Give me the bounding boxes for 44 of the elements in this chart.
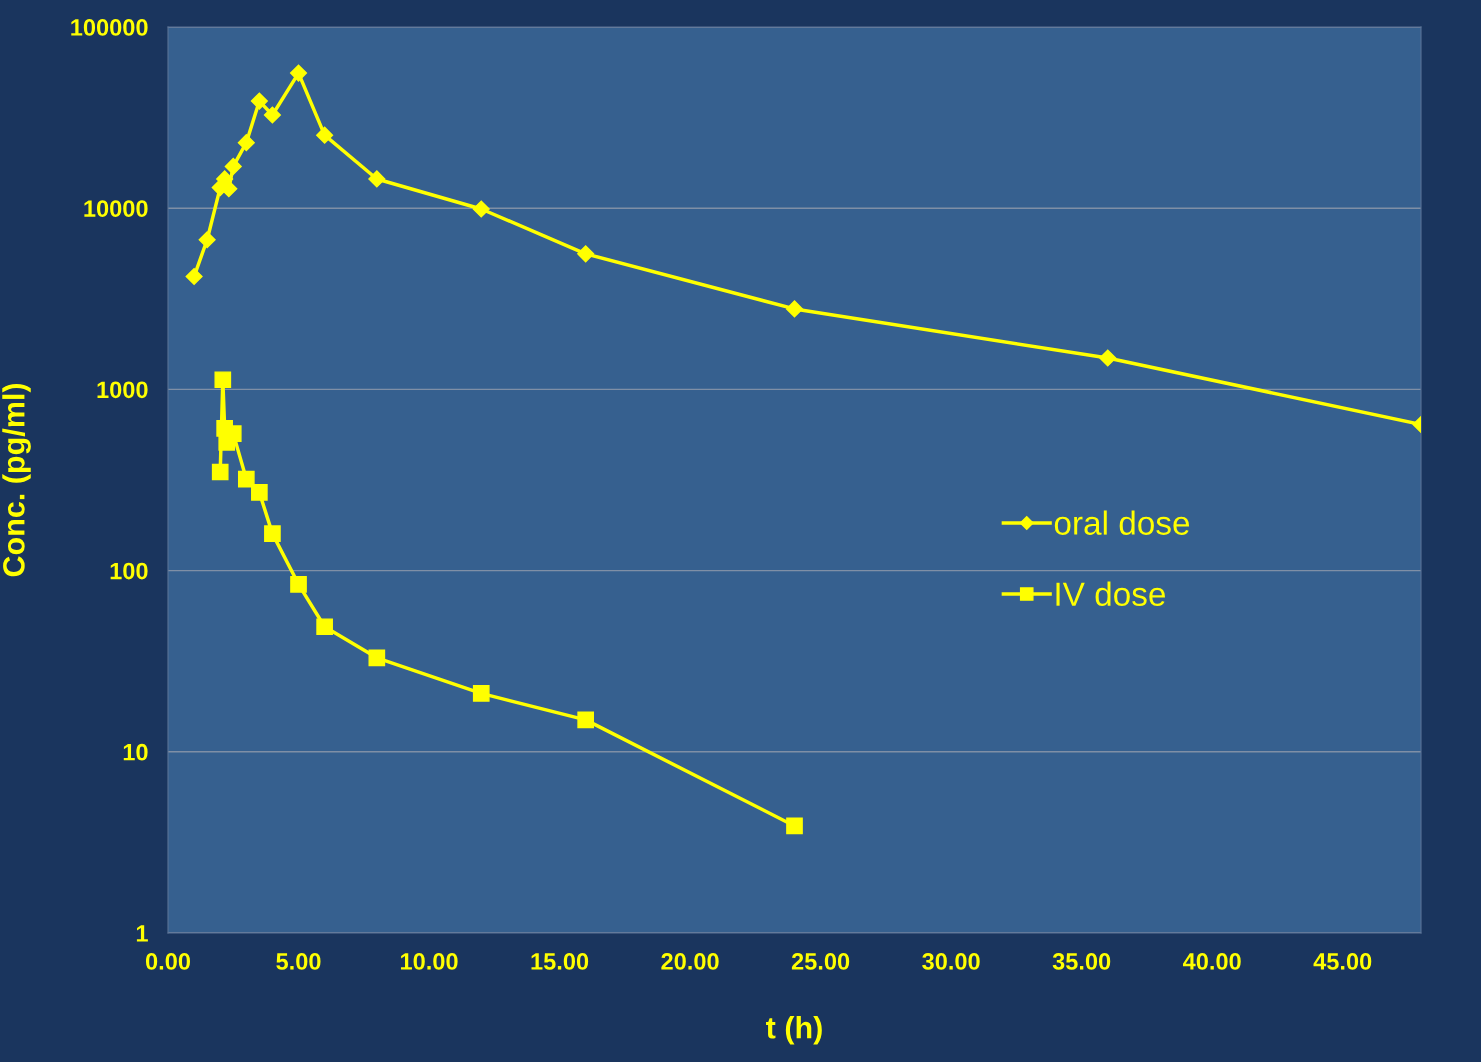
x-tick-label: 40.00	[1182, 953, 1241, 970]
x-tick-label: 35.00	[1052, 953, 1111, 970]
x-tick-label: 5.00	[276, 953, 321, 970]
point	[472, 200, 490, 218]
point	[224, 157, 242, 175]
point	[250, 92, 268, 110]
y-tick-label: 100000	[71, 19, 148, 36]
x-tick-label: 15.00	[531, 953, 589, 970]
x-axis-title: t (h)	[766, 1016, 822, 1045]
point	[251, 484, 268, 501]
point	[185, 267, 203, 286]
point	[264, 525, 281, 542]
point	[472, 685, 490, 702]
x-tick-label: 20.00	[661, 953, 719, 970]
point	[368, 649, 386, 667]
point	[316, 126, 334, 144]
legend-label: IV dose	[1056, 581, 1165, 607]
point	[577, 711, 595, 729]
x-tick-label: 0.00	[145, 953, 191, 970]
point	[368, 170, 386, 188]
point	[289, 64, 308, 82]
legend-label: oral dose	[1054, 510, 1190, 535]
x-tick-label: 45.00	[1313, 953, 1372, 970]
y-tick-label: 100	[110, 562, 148, 580]
point	[786, 817, 803, 835]
point	[1099, 349, 1117, 367]
x-tick-label: 25.00	[791, 953, 850, 970]
point	[290, 575, 307, 593]
point	[211, 463, 229, 481]
y-tick-label: 10	[123, 743, 148, 761]
point	[785, 300, 804, 318]
point	[316, 618, 333, 636]
point	[214, 371, 232, 389]
x-tick-label: 10.00	[400, 953, 458, 970]
y-tick-label: 1	[136, 925, 148, 942]
point	[263, 106, 281, 124]
y-tick-label: 1000	[97, 381, 148, 399]
point	[237, 134, 255, 152]
point	[237, 470, 255, 488]
y-tick-label: 10000	[84, 200, 148, 217]
x-tick-label: 30.00	[922, 953, 980, 970]
point	[577, 245, 595, 263]
point	[198, 231, 216, 249]
y-axis-title: Conc. (pg/ml)	[2, 383, 31, 577]
